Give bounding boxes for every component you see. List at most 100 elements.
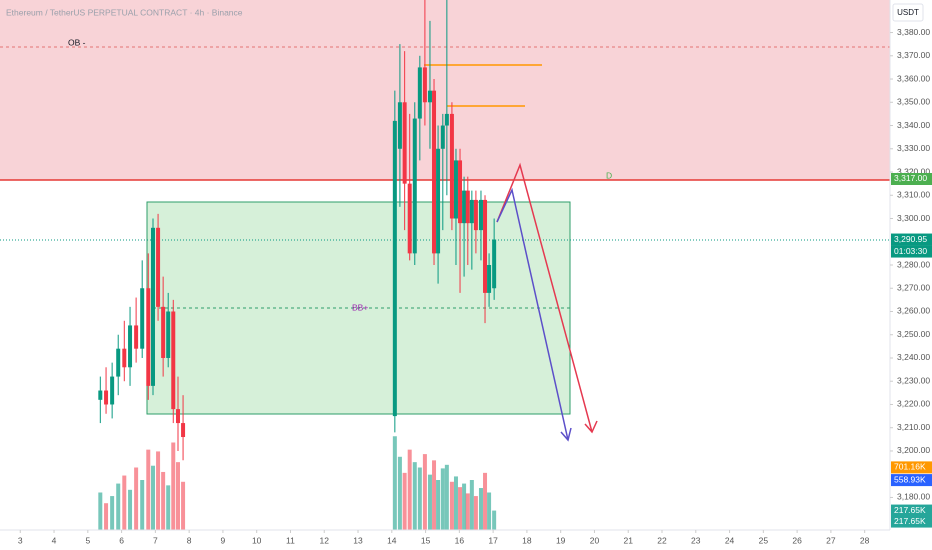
candle-body xyxy=(166,311,171,358)
y-tick-label: 3,260.00 xyxy=(897,306,930,316)
projection-arrow xyxy=(496,187,569,441)
volume-bar xyxy=(151,465,156,530)
volume-badge xyxy=(891,504,932,517)
volume-bar xyxy=(444,464,449,530)
candle-body xyxy=(453,160,458,219)
volume-badge xyxy=(891,461,932,474)
x-tick-label: 26 xyxy=(792,535,802,545)
y-tick-label: 3,180.00 xyxy=(897,492,930,502)
candle-body xyxy=(417,67,422,119)
candle-body xyxy=(436,148,441,254)
x-tick-label: 15 xyxy=(421,535,431,545)
x-tick-label: 25 xyxy=(759,535,769,545)
candle-body xyxy=(128,325,133,368)
volume-bar xyxy=(412,462,417,530)
x-tick-label: 7 xyxy=(153,535,158,545)
x-tick-label: 18 xyxy=(522,535,532,545)
y-tick-label: 3,360.00 xyxy=(897,73,930,83)
candle-body xyxy=(412,118,417,254)
candle-body xyxy=(146,288,151,386)
volume-badge-label: 217.65K xyxy=(894,505,926,515)
candle-body xyxy=(122,348,127,368)
y-tick-label: 3,330.00 xyxy=(897,143,930,153)
x-tick-label: 9 xyxy=(221,535,226,545)
annotation: BB+ xyxy=(352,302,368,312)
candle-body xyxy=(487,265,492,293)
volume-badge-label: 701.16K xyxy=(894,462,926,472)
y-tick-label: 3,220.00 xyxy=(897,399,930,409)
volume-bar xyxy=(417,467,422,530)
candle-body xyxy=(397,102,402,149)
x-tick-label: 28 xyxy=(860,535,870,545)
candle-body xyxy=(465,190,470,224)
candle-body xyxy=(478,199,483,231)
x-tick-label: 17 xyxy=(488,535,498,545)
x-tick-label: 20 xyxy=(590,535,600,545)
candle-body xyxy=(427,90,432,103)
y-tick-label: 3,280.00 xyxy=(897,259,930,269)
volume-bar xyxy=(407,449,412,530)
annotation: OB - xyxy=(68,37,86,47)
volume-bar xyxy=(181,481,186,530)
arrow-head xyxy=(560,427,572,442)
volume-bar xyxy=(453,476,458,530)
volume-bar xyxy=(392,436,397,530)
volume-bar xyxy=(161,471,166,530)
candle-body xyxy=(104,390,109,405)
volume-badge xyxy=(891,474,932,487)
y-tick-label: 3,210.00 xyxy=(897,422,930,432)
volume-bar xyxy=(478,488,483,530)
y-tick-label: 3,300.00 xyxy=(897,213,930,223)
candle-body xyxy=(462,190,467,224)
volume-bar xyxy=(116,483,121,530)
candle-body xyxy=(156,227,161,307)
price-axis xyxy=(890,0,932,550)
x-tick-label: 21 xyxy=(624,535,634,545)
candle-body xyxy=(171,311,176,410)
countdown-label: 01:03:30 xyxy=(894,246,927,256)
candle-body xyxy=(407,183,412,254)
unit-box[interactable] xyxy=(892,3,924,22)
volume-bar xyxy=(110,496,115,530)
x-tick-label: 3 xyxy=(18,535,23,545)
y-tick-label: 3,320.00 xyxy=(897,166,930,176)
x-tick-label: 14 xyxy=(387,535,397,545)
candle-body xyxy=(492,239,497,289)
candle-body xyxy=(116,348,121,377)
volume-bar xyxy=(473,496,478,530)
x-tick-label: 27 xyxy=(826,535,836,545)
y-tick-label: 3,370.00 xyxy=(897,50,930,60)
x-tick-label: 10 xyxy=(252,535,262,545)
x-tick-label: 11 xyxy=(286,535,295,545)
candle-body xyxy=(458,160,463,224)
volume-bar xyxy=(122,475,127,530)
candle-body xyxy=(469,199,474,224)
y-tick-label: 3,230.00 xyxy=(897,375,930,385)
candle-body xyxy=(483,199,488,293)
y-tick-label: 3,350.00 xyxy=(897,97,930,107)
volume-bar xyxy=(176,462,180,530)
candle-body xyxy=(161,306,166,358)
x-tick-label: 23 xyxy=(691,535,701,545)
volume-bar xyxy=(134,467,139,530)
candle-body xyxy=(444,113,449,126)
projection-arrow xyxy=(496,162,593,433)
volume-bar xyxy=(427,474,432,530)
x-tick-label: 5 xyxy=(85,535,90,545)
volume-bar xyxy=(146,449,151,530)
countdown-badge xyxy=(891,245,932,258)
volume-bar xyxy=(440,468,445,530)
x-tick-label: 19 xyxy=(556,535,566,545)
chart-title: Ethereum / TetherUS PERPETUAL CONTRACT ·… xyxy=(6,7,243,17)
y-tick-label: 3,310.00 xyxy=(897,190,930,200)
candle-body xyxy=(422,67,427,103)
volume-bar xyxy=(436,480,441,530)
volume-bar xyxy=(156,451,161,530)
x-tick-label: 13 xyxy=(353,535,363,545)
y-tick-label: 3,340.00 xyxy=(897,120,930,130)
candle-body xyxy=(140,288,145,349)
volume-bar xyxy=(469,480,474,530)
volume-bar xyxy=(492,510,497,530)
x-tick-label: 6 xyxy=(119,535,124,545)
